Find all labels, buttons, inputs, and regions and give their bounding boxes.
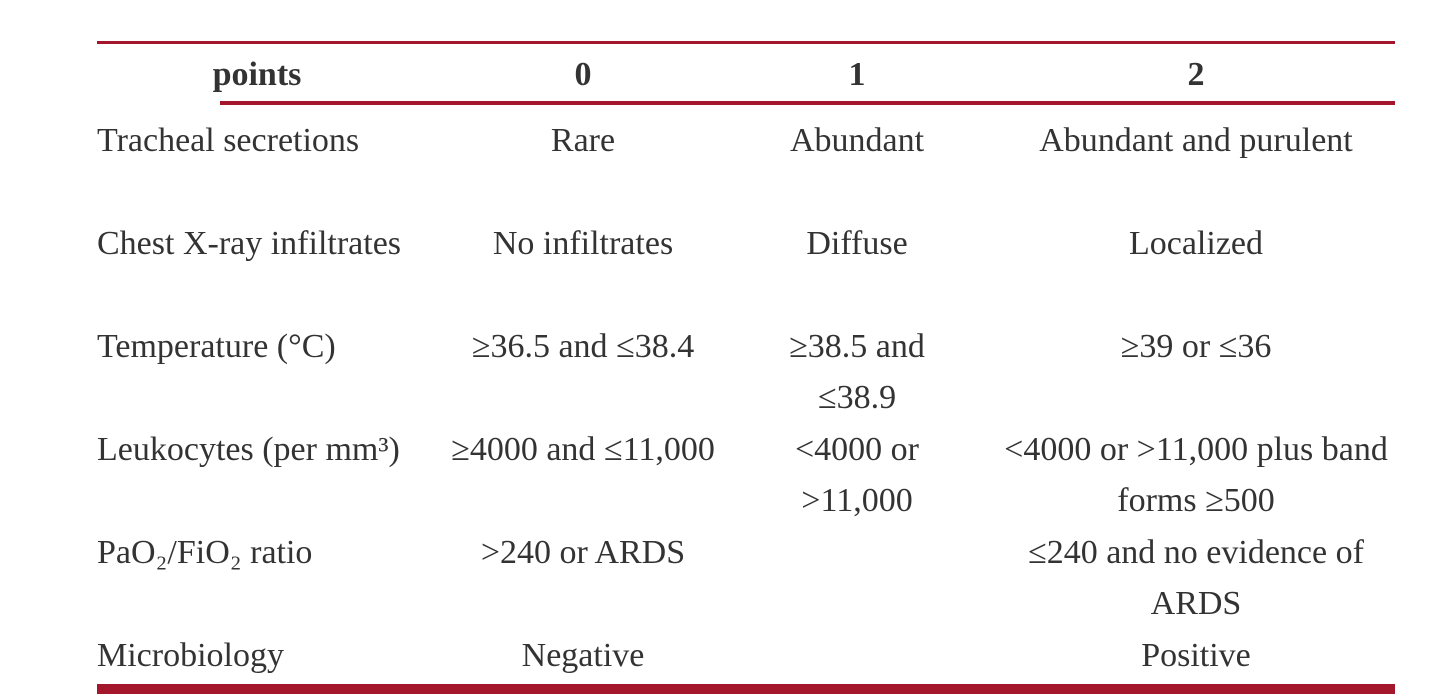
bottom-rule <box>97 684 1395 694</box>
row-label: PaO₂/FiO₂ ratio <box>97 534 313 571</box>
table-cell: Positive <box>1141 637 1251 674</box>
table-cell: Abundant and purulent <box>1039 122 1353 159</box>
table-cell: ≥38.5 and ≤38.9 <box>789 328 925 416</box>
table-cell: ≥39 or ≤36 <box>1120 328 1272 365</box>
top-rule <box>97 41 1395 44</box>
table-cell: <4000 or >11,000 plus band forms ≥500 <box>1004 431 1388 519</box>
table-cell: <4000 or >11,000 <box>795 431 919 519</box>
table-cell: Rare <box>550 122 616 159</box>
table-cell: Abundant <box>789 122 925 159</box>
row-label: Chest X-ray infiltrates <box>97 225 402 262</box>
table-cell: Localized <box>1128 225 1264 262</box>
header-cell: points <box>212 56 302 93</box>
table-cell: ≤240 and no evidence of ARDS <box>1028 534 1364 622</box>
header-cell: 0 <box>574 56 592 93</box>
row-label: Temperature (°C) <box>97 328 336 365</box>
table-cell: Diffuse <box>806 225 908 262</box>
table-cell: >240 or ARDS <box>480 534 686 571</box>
table-cell: Negative <box>521 637 645 674</box>
row-label: Microbiology <box>97 637 284 674</box>
table-cell: ≥4000 and ≤11,000 <box>451 431 715 468</box>
row-label: Leukocytes (per mm³) <box>97 431 400 468</box>
header-cell: 1 <box>848 56 866 93</box>
table-cell: No infiltrates <box>492 225 674 262</box>
table-cell: ≥36.5 and ≤38.4 <box>471 328 695 365</box>
header-cell: 2 <box>1187 56 1205 93</box>
row-label: Tracheal secretions <box>97 122 360 159</box>
header-rule <box>220 101 1395 105</box>
